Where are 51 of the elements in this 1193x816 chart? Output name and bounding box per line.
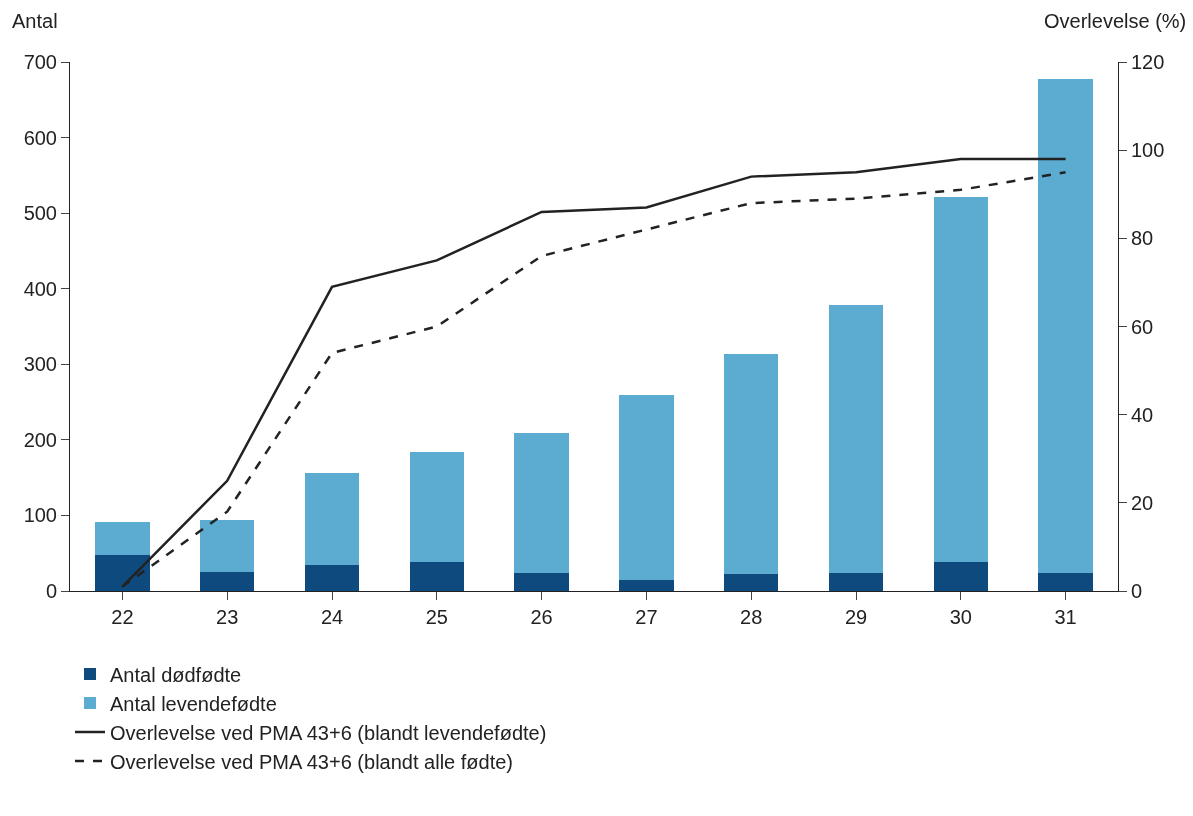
legend-label: Overlevelse ved PMA 43+6 (blandt levendefødte) bbox=[110, 721, 547, 744]
x-tick-label: 25 bbox=[425, 606, 448, 628]
bar bbox=[514, 572, 569, 591]
y-tick-label: 700 bbox=[23, 51, 57, 73]
bar bbox=[199, 519, 255, 573]
bar bbox=[95, 522, 150, 555]
bar bbox=[1038, 79, 1093, 573]
bar bbox=[723, 574, 779, 591]
x-tick-label: 28 bbox=[740, 606, 763, 628]
y2-tick-label: 80 bbox=[1131, 227, 1154, 250]
x-tick-label: 29 bbox=[844, 606, 868, 628]
y-tick-label: 600 bbox=[23, 126, 57, 149]
y2-tick-label: 120 bbox=[1131, 51, 1165, 73]
legend-label: Antal dødfødte bbox=[110, 663, 242, 686]
y-tick-label: 300 bbox=[23, 353, 57, 376]
bar bbox=[828, 572, 884, 591]
bar bbox=[304, 565, 360, 591]
bar bbox=[409, 562, 465, 591]
x-tick-label: 31 bbox=[1054, 606, 1077, 628]
bar bbox=[95, 554, 150, 591]
bar bbox=[1038, 572, 1093, 591]
x-tick-label: 22 bbox=[111, 606, 134, 628]
bar bbox=[619, 394, 674, 580]
y-tick-label: 400 bbox=[23, 277, 57, 300]
x-tick-label: 23 bbox=[216, 606, 239, 628]
y2-tick-label: 100 bbox=[1131, 139, 1165, 162]
bar bbox=[199, 572, 255, 591]
x-tick-label: 30 bbox=[949, 606, 972, 628]
y2-tick-label: 0 bbox=[1131, 580, 1143, 602]
bar bbox=[828, 304, 884, 573]
bar bbox=[933, 562, 989, 591]
x-tick-label: 26 bbox=[530, 606, 553, 628]
x-tick-label: 24 bbox=[320, 606, 344, 628]
y-tick-label: 200 bbox=[23, 428, 57, 451]
bar bbox=[304, 473, 360, 566]
legend-label: Antal levendefødte bbox=[110, 692, 277, 715]
y2-axis-title: Overlevelse (%) bbox=[1044, 10, 1187, 32]
y2-tick-label: 60 bbox=[1131, 315, 1154, 338]
bar bbox=[723, 354, 779, 575]
y-tick-label: 500 bbox=[23, 202, 57, 225]
y-axis-title: Antal bbox=[12, 10, 58, 32]
y2-tick-label: 40 bbox=[1131, 403, 1154, 426]
y2-tick-label: 20 bbox=[1131, 491, 1154, 514]
bar bbox=[409, 451, 465, 563]
legend-label: Overlevelse ved PMA 43+6 (blandt alle fødte) bbox=[110, 750, 513, 773]
y-tick-label: 100 bbox=[23, 504, 57, 527]
x-tick-label: 27 bbox=[635, 606, 658, 628]
bar bbox=[933, 196, 989, 563]
y-tick-label: 0 bbox=[45, 580, 57, 602]
bar bbox=[619, 579, 674, 591]
bar bbox=[514, 433, 569, 573]
